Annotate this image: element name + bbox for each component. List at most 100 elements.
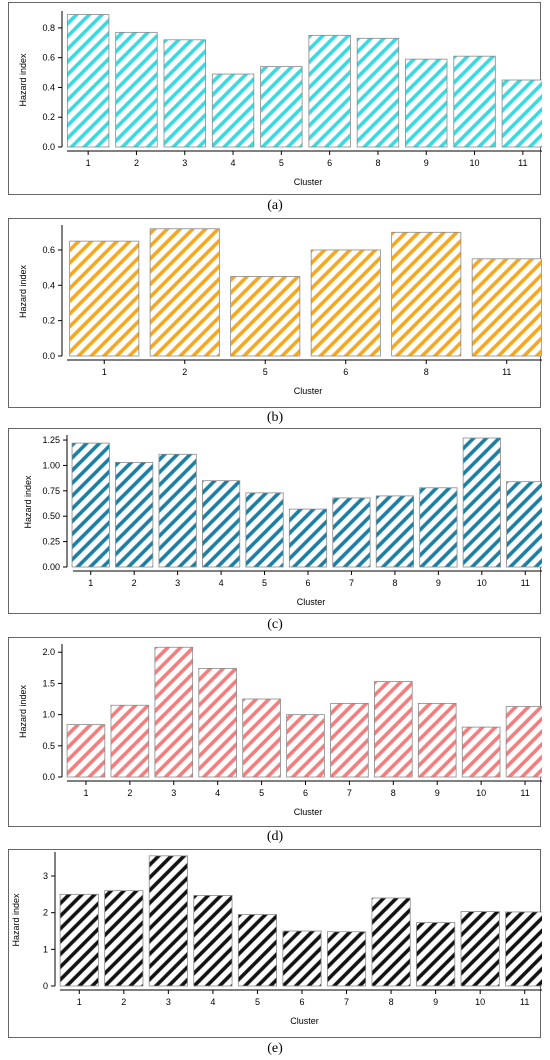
y-tick-label: 1 [43, 944, 48, 954]
bar-cluster-8 [374, 681, 413, 778]
bar-cluster-6 [288, 508, 328, 568]
x-tick-label: 4 [210, 997, 215, 1007]
y-tick-label: 0.6 [42, 53, 55, 63]
bar-cluster-4 [211, 73, 255, 148]
bar-cluster-9 [417, 702, 457, 778]
bar-cluster-9 [416, 922, 456, 987]
x-tick-label: 11 [518, 158, 527, 168]
y-tick-label: 0.0 [42, 351, 55, 361]
panel-caption: (c) [267, 617, 283, 632]
bar-cluster-11 [505, 706, 542, 778]
x-tick-label: 6 [303, 788, 308, 798]
bar-cluster-3 [163, 39, 206, 148]
y-axis-title: Hazard index [11, 893, 21, 947]
panel-caption: (a) [267, 198, 283, 213]
x-tick-label: 11 [520, 997, 529, 1007]
bar-cluster-5 [245, 492, 284, 568]
chart-panel-4: 0.0 0.5 1.0 1.5 2.0 1 2 3 4 5 6 7 8 9 10 11 Cluster Hazar… [8, 637, 542, 827]
x-tick-label: 6 [299, 997, 304, 1007]
x-tick-label: 9 [435, 788, 440, 798]
chart-svg: 0.0 0.2 0.4 0.6 1 2 5 6 8 11 Cluster Hazard index [18, 225, 542, 396]
x-axis-title: Cluster [294, 177, 323, 187]
bar-cluster-2 [110, 704, 150, 778]
y-tick-label: 0.8 [42, 23, 55, 33]
x-tick-label: 4 [215, 788, 220, 798]
bar-cluster-10 [461, 726, 501, 778]
bar-cluster-6 [310, 249, 381, 357]
x-tick-label: 3 [175, 578, 180, 588]
x-tick-label: 7 [347, 788, 352, 798]
bar-cluster-11 [471, 258, 542, 357]
y-tick-label: 1.00 [42, 460, 60, 470]
y-tick-label: 0.50 [42, 511, 60, 521]
x-tick-label: 3 [171, 788, 176, 798]
y-tick-label: 0.2 [42, 112, 55, 122]
y-tick-label: 0.6 [42, 245, 55, 255]
bar-cluster-5 [230, 276, 301, 357]
x-tick-label: 9 [424, 158, 429, 168]
x-tick-label: 4 [219, 578, 224, 588]
bar-cluster-7 [332, 497, 371, 568]
x-tick-label: 5 [279, 158, 284, 168]
y-tick-label: 0.0 [42, 142, 55, 152]
chart-svg: 0 1 2 3 1 2 3 4 5 6 7 8 9 10 11 Cluster Hazard index [11, 852, 542, 1026]
x-tick-label: 7 [349, 578, 354, 588]
x-tick-label: 2 [127, 788, 132, 798]
bar-cluster-6 [282, 930, 322, 987]
x-tick-label: 1 [86, 158, 91, 168]
y-tick-label: 1.0 [42, 710, 55, 720]
x-tick-label: 1 [83, 788, 88, 798]
bar-cluster-1 [69, 240, 140, 357]
y-axis-title: Hazard index [23, 475, 33, 529]
y-axis-title: Hazard index [18, 264, 28, 318]
bar-cluster-9 [405, 58, 448, 148]
bar-cluster-3 [154, 646, 194, 778]
x-tick-label: 8 [389, 997, 394, 1007]
y-tick-label: 0.4 [42, 82, 55, 92]
y-tick-label: 1.5 [42, 678, 55, 688]
chart-svg: 0.00 0.25 0.50 0.75 1.00 1.25 1 2 3 4 5 6 7 8 9 10 11 Clu… [23, 435, 542, 607]
x-tick-label: 5 [255, 997, 260, 1007]
bar-cluster-8 [375, 495, 414, 568]
x-tick-label: 3 [166, 997, 171, 1007]
bar-cluster-4 [202, 480, 241, 568]
bar-cluster-1 [66, 724, 106, 778]
panel-caption: (d) [266, 829, 284, 844]
bar-cluster-3 [148, 855, 188, 987]
x-tick-label: 1 [88, 578, 93, 588]
bar-cluster-11 [506, 481, 542, 568]
bar-cluster-2 [104, 890, 144, 987]
x-tick-label: 2 [182, 367, 187, 377]
y-tick-label: 0.00 [42, 562, 60, 572]
bar-cluster-11 [505, 911, 542, 987]
bar-cluster-2 [115, 461, 154, 568]
x-tick-label: 10 [470, 158, 480, 168]
x-tick-label: 9 [436, 578, 441, 588]
x-tick-label: 6 [327, 158, 332, 168]
panel-caption: (b) [266, 410, 284, 425]
bar-cluster-2 [149, 228, 220, 357]
x-axis-title: Cluster [290, 1016, 319, 1026]
bar-cluster-8 [356, 37, 400, 148]
y-axis-title: Hazard index [18, 684, 28, 738]
bar-cluster-5 [260, 66, 303, 148]
x-tick-label: 1 [77, 997, 82, 1007]
bar-cluster-10 [453, 55, 496, 148]
y-tick-label: 2 [43, 908, 48, 918]
bar-cluster-2 [115, 31, 158, 148]
x-tick-label: 8 [391, 788, 396, 798]
x-tick-label: 6 [305, 578, 310, 588]
bar-cluster-4 [193, 895, 233, 987]
panel-caption: (e) [267, 1041, 283, 1056]
x-tick-label: 7 [344, 997, 349, 1007]
x-tick-label: 5 [263, 367, 268, 377]
y-tick-label: 0.25 [42, 537, 60, 547]
chart-svg: 0.0 0.5 1.0 1.5 2.0 1 2 3 4 5 6 7 8 9 10 11 Cluster Hazar… [18, 644, 542, 817]
y-tick-label: 0.2 [42, 316, 55, 326]
chart-panel-3: 0.00 0.25 0.50 0.75 1.00 1.25 1 2 3 4 5 6 7 8 9 10 11 Clu… [8, 428, 542, 614]
x-tick-label: 8 [375, 158, 380, 168]
x-tick-label: 5 [259, 788, 264, 798]
chart-panel-1: 0.0 0.2 0.4 0.6 0.8 1 2 3 4 5 6 8 9 10 11 Cluster Hazard… [8, 2, 542, 195]
bar-cluster-10 [460, 911, 500, 987]
x-tick-label: 11 [521, 578, 530, 588]
